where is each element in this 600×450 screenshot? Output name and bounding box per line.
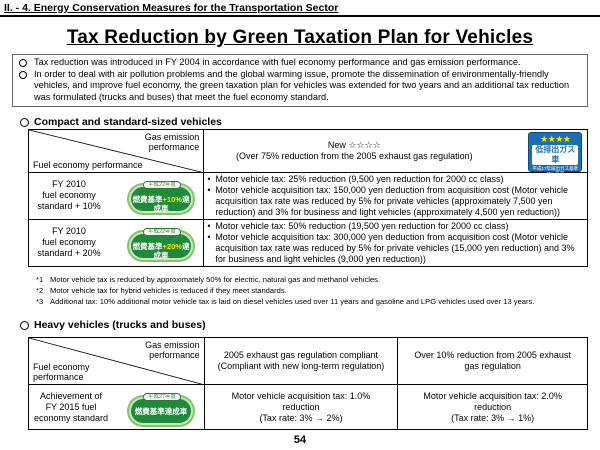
- heavy-col1-header: 2005 exhaust gas regulation compliant (C…: [203, 337, 399, 385]
- detail-item: Motor vehicle tax: 50% reduction (19,500…: [207, 221, 584, 232]
- corner-top-label: Gas emission performance: [144, 132, 200, 152]
- intro-text: In order to deal with air pollution prob…: [34, 68, 570, 102]
- corner-top-label: Gas emission performance: [145, 340, 200, 360]
- stars-label: ★★★★: [540, 134, 571, 144]
- heavy-col2-header: Over 10% reduction from 2005 exhaust gas…: [397, 337, 588, 385]
- compact-corner-cell: Gas emission performance Fuel economy pe…: [27, 129, 205, 173]
- badge-suffix: 達成車: [153, 242, 190, 260]
- heavy-heading-text: Heavy vehicles (trucks and buses): [34, 319, 206, 331]
- row-label: Achievement of FY 2015 fuel economy stan…: [33, 391, 109, 423]
- badge-text: 燃費基準+10%達成車: [131, 195, 191, 213]
- column-header-text: New ☆☆☆☆ (Over 75% reduction from the 20…: [235, 140, 473, 161]
- heavy-col2-value: Motor vehicle acquisition tax: 2.0% redu…: [397, 384, 588, 430]
- footnotes: *1 Motor vehicle tax is reduced by approx…: [36, 274, 596, 308]
- badge-pct: +20%: [162, 242, 182, 251]
- detail-list: Motor vehicle tax: 50% reduction (19,500…: [207, 221, 584, 265]
- circle-bullet-icon: [19, 70, 27, 79]
- badge-top-text: 平成27年度: [143, 393, 181, 401]
- heavy-col1-value: Motor vehicle acquisition tax: 1.0% redu…: [203, 384, 399, 430]
- compact-table: Gas emission performance Fuel economy pe…: [27, 129, 588, 267]
- section-header: II. - 4. Energy Conservation Measures fo…: [4, 2, 339, 14]
- footnote-text: Additional tax: 10% additional motor veh…: [50, 297, 535, 307]
- footnote-number: *1: [36, 275, 44, 284]
- badge-kanji: 低排出ガス車: [532, 145, 579, 165]
- circle-bullet-icon: [19, 59, 27, 67]
- footnote-text: Motor vehicle tax is reduced by approxim…: [50, 275, 381, 284]
- heavy-table: Gas emission performance Fuel economy pe…: [28, 337, 588, 430]
- page-number: 54: [293, 434, 307, 446]
- intro-box: Tax reduction was introduced in FY 2004 …: [12, 54, 588, 107]
- footnote-number: *3: [36, 297, 44, 307]
- badge-suffix: 達成車: [153, 195, 190, 213]
- fuel-economy-badge-icon: 平成22年度 燃費基準+20%達成車: [129, 228, 193, 260]
- badge-main: 燃費基準: [132, 242, 163, 251]
- detail-item: Motor vehicle acquisition tax: 300,000 y…: [207, 232, 584, 265]
- circle-bullet-icon: [20, 118, 29, 127]
- footnote: *1 Motor vehicle tax is reduced by approx…: [36, 274, 596, 285]
- badge-pct: +10%: [162, 195, 182, 204]
- badge-main: 燃費基準: [132, 195, 163, 204]
- detail-item: Motor vehicle acquisition tax: 150,000 y…: [207, 185, 584, 218]
- compact-detail-cell: Motor vehicle tax: 50% reduction (19,500…: [203, 219, 588, 267]
- fuel-economy-badge-icon: 平成22年度 燃費基準+10%達成車: [129, 181, 193, 213]
- heavy-corner-cell: Gas emission performance Fuel economy pe…: [28, 337, 205, 385]
- footnote-number: *2: [36, 286, 44, 296]
- diagonal-line: [29, 130, 205, 173]
- footnote-text: Motor vehicle tax for hybrid vehicles is…: [50, 286, 287, 296]
- badge-text: 燃費基準達成車: [134, 407, 188, 416]
- low-emission-badge-icon: ★★★★ 低排出ガス車 平成17年排出ガス基準75%低減: [528, 132, 583, 176]
- badge-top-text: 平成22年度: [143, 228, 181, 236]
- detail-item: Motor vehicle tax: 25% reduction (9,500 …: [207, 174, 584, 185]
- detail-list: Motor vehicle tax: 25% reduction (9,500 …: [207, 174, 584, 218]
- compact-detail-cell: Motor vehicle tax: 25% reduction (9,500 …: [203, 172, 588, 220]
- fuel-economy-badge-icon: 平成27年度 燃費基準達成車: [129, 393, 193, 425]
- heavy-row-label-cell: Achievement of FY 2015 fuel economy stan…: [28, 384, 205, 430]
- badge-text: 燃費基準+20%達成車: [131, 242, 191, 260]
- compact-heading: Compact and standard-sized vehicles: [20, 116, 222, 128]
- circle-bullet-icon: [20, 321, 29, 330]
- heavy-heading: Heavy vehicles (trucks and buses): [20, 319, 206, 331]
- badge-top-text: 平成22年度: [143, 181, 181, 189]
- corner-bottom-label: Fuel economy performance: [33, 160, 143, 170]
- compact-row-label-cell: FY 2010 fuel economy standard + 20% 平成22…: [27, 219, 205, 267]
- compact-heading-text: Compact and standard-sized vehicles: [34, 116, 222, 128]
- row-label: FY 2010 fuel economy standard + 20%: [37, 226, 101, 258]
- page-title: Tax Reduction by Green Taxation Plan for…: [66, 27, 534, 48]
- compact-column-header: New ☆☆☆☆ (Over 75% reduction from the 20…: [203, 129, 588, 176]
- diagonal-line: [29, 338, 205, 385]
- intro-text: Tax reduction was introduced in FY 2004 …: [34, 57, 521, 67]
- intro-item: In order to deal with air pollution prob…: [17, 69, 583, 104]
- footnote: *2 Motor vehicle tax for hybrid vehicles …: [36, 285, 596, 296]
- footnote: *3 Additional tax: 10% additional motor v…: [36, 296, 596, 307]
- compact-row-label-cell: FY 2010 fuel economy standard + 10% 平成22…: [27, 172, 205, 220]
- intro-item: Tax reduction was introduced in FY 2004 …: [17, 57, 583, 69]
- header-rule: [0, 15, 600, 17]
- corner-bottom-label: Fuel economy performance: [33, 362, 90, 382]
- row-label: FY 2010 fuel economy standard + 10%: [37, 179, 101, 211]
